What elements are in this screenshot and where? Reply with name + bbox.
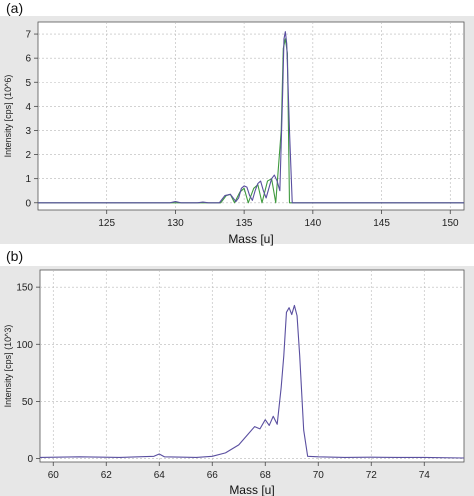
x-tick-label-b: 64: [154, 470, 166, 481]
y-tick-label-b: 0: [27, 454, 33, 465]
x-axis-label-a: Mass [u]: [228, 232, 273, 246]
panel-label-a: (a): [6, 0, 24, 16]
y-tick-label-a: 7: [25, 30, 31, 41]
x-tick-label-b: 74: [419, 470, 431, 481]
y-tick-label-a: 1: [25, 174, 31, 185]
x-tick-label-b: 68: [260, 470, 272, 481]
x-tick-label-a: 140: [304, 218, 321, 229]
panel-label-b: (b): [6, 248, 24, 264]
x-tick-label-b: 72: [366, 470, 378, 481]
y-axis-label-b: Intensity [cps] (10^3): [3, 325, 13, 408]
x-tick-label-a: 125: [98, 218, 115, 229]
y-axis-label-a: Intensity [cps] (10^6): [3, 75, 13, 158]
plot-area-b: [39, 269, 465, 463]
x-tick-label-a: 130: [167, 218, 184, 229]
x-tick-label-a: 135: [236, 218, 253, 229]
x-tick-label-b: 60: [48, 470, 60, 481]
y-tick-label-b: 100: [16, 340, 33, 351]
x-tick-label-b: 70: [313, 470, 325, 481]
y-tick-label-a: 2: [25, 150, 31, 161]
y-tick-label-a: 0: [25, 198, 31, 209]
y-tick-label-b: 50: [22, 397, 34, 408]
x-tick-label-b: 62: [101, 470, 113, 481]
plot-area-a: [37, 21, 465, 211]
y-tick-label-b: 150: [16, 283, 33, 294]
y-tick-label-a: 3: [25, 126, 31, 137]
x-axis-label-b: Mass [u]: [229, 483, 274, 496]
series-line-b-0: [40, 304, 464, 459]
x-tick-label-b: 66: [207, 470, 219, 481]
x-tick-label-a: 145: [373, 218, 390, 229]
y-tick-label-a: 6: [25, 54, 31, 65]
y-tick-label-a: 4: [25, 102, 31, 113]
series-line-a-1: [38, 31, 464, 204]
y-tick-label-a: 5: [25, 78, 31, 89]
x-tick-label-a: 150: [442, 218, 459, 229]
